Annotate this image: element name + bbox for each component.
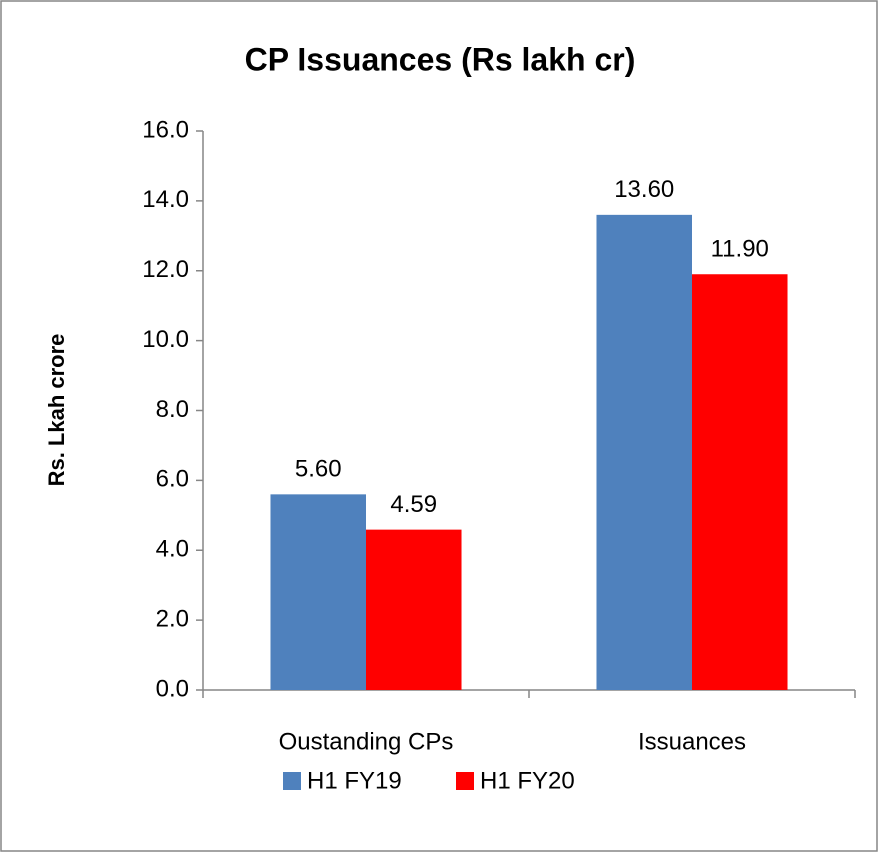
x-tick-label: Oustanding CPs	[279, 728, 454, 755]
legend-swatch	[456, 772, 474, 790]
y-tick-label: 8.0	[156, 396, 189, 423]
chart-title: CP Issuances (Rs lakh cr)	[245, 41, 636, 77]
bar	[692, 274, 788, 690]
y-axis-label: Rs. Lkah crore	[44, 334, 69, 487]
x-tick-label: Issuances	[638, 728, 746, 755]
legend-label: H1 FY20	[480, 767, 575, 794]
legend-label: H1 FY19	[307, 767, 402, 794]
legend-swatch	[283, 772, 301, 790]
bar	[270, 494, 366, 690]
bar	[596, 214, 692, 690]
value-label: 5.60	[295, 456, 342, 483]
y-tick-label: 12.0	[142, 256, 189, 283]
value-label: 13.60	[614, 176, 674, 203]
y-tick-label: 16.0	[142, 116, 189, 143]
y-tick-label: 2.0	[156, 605, 189, 632]
bar	[366, 529, 462, 690]
value-label: 4.59	[390, 491, 437, 518]
y-tick-label: 14.0	[142, 186, 189, 213]
y-tick-label: 10.0	[142, 326, 189, 353]
y-tick-label: 4.0	[156, 536, 189, 563]
y-tick-label: 6.0	[156, 466, 189, 493]
value-label: 11.90	[711, 236, 769, 263]
y-tick-label: 0.0	[156, 675, 189, 702]
